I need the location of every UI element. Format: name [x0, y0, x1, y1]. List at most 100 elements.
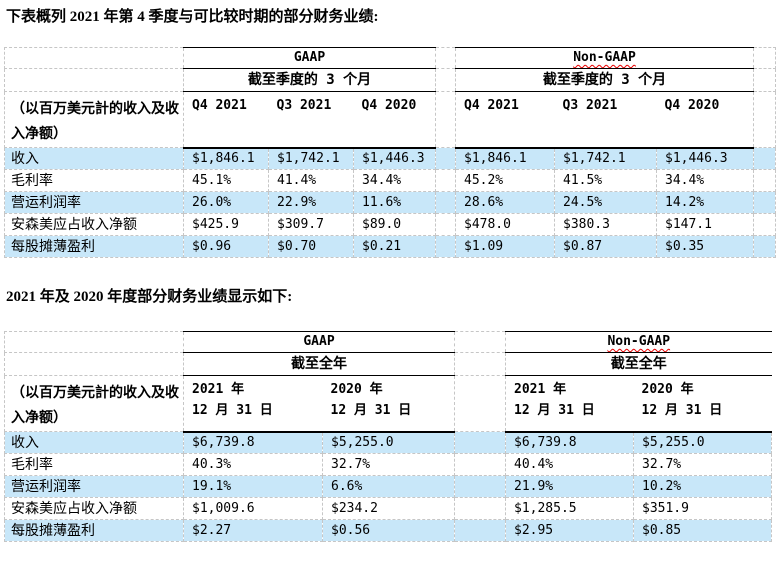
- spacer-cell: [753, 169, 776, 192]
- spacer-cell: [454, 453, 506, 476]
- column-header-nongaap-2021: 2021 年 12 月 31 日: [505, 375, 634, 433]
- table-row-revenue: 收入 $1,846.1 $1,742.1 $1,446.3 $1,846.1 $…: [4, 147, 776, 170]
- value-cell: $0.70: [268, 235, 354, 258]
- non-gaap-period-header: 截至全年: [505, 352, 772, 376]
- gaap-header: GAAP: [183, 331, 455, 353]
- value-cell: $1,742.1: [268, 147, 354, 170]
- value-cell: $6,739.8: [183, 431, 323, 454]
- value-cell: $309.7: [268, 213, 354, 236]
- column-header-gaap-2021: 2021 年 12 月 31 日: [183, 375, 323, 433]
- period-header-row: 截至全年 截至全年: [4, 352, 772, 376]
- column-header-gaap-q4-2020: Q4 2020: [353, 91, 436, 149]
- non-gaap-period-header: 截至季度的 3 个月: [455, 68, 754, 92]
- value-cell: $0.56: [322, 519, 455, 542]
- spacer-cell: [753, 235, 776, 258]
- value-cell: $0.85: [633, 519, 772, 542]
- non-gaap-header: Non-GAAP: [505, 331, 772, 353]
- value-cell: 28.6%: [455, 191, 555, 214]
- value-cell: 41.5%: [554, 169, 657, 192]
- gaap-period-header: 截至全年: [183, 352, 455, 376]
- non-gaap-label: Non-GAAP: [573, 50, 636, 65]
- table-row-operating-margin: 营运利润率 26.0% 22.9% 11.6% 28.6% 24.5% 14.2…: [4, 191, 776, 214]
- value-cell: 21.9%: [505, 475, 634, 498]
- table-row-net-income: 安森美应占收入净额 $1,009.6 $234.2 $1,285.5 $351.…: [4, 497, 772, 520]
- value-cell: $5,255.0: [633, 431, 772, 454]
- row-label: 安森美应占收入净额: [4, 213, 184, 236]
- column-header-row: （以百万美元計的收入及收入净额） 2021 年 12 月 31 日 2020 年…: [4, 375, 772, 433]
- value-cell: $1,846.1: [455, 147, 555, 170]
- value-cell: 45.2%: [455, 169, 555, 192]
- value-cell: $1,846.1: [183, 147, 269, 170]
- row-header-label: （以百万美元計的收入及收入净额）: [4, 375, 184, 432]
- spacer-cell: [454, 431, 506, 454]
- gaap-header: GAAP: [183, 47, 436, 69]
- value-cell: $89.0: [353, 213, 436, 236]
- table-row-net-income: 安森美应占收入净额 $425.9 $309.7 $89.0 $478.0 $38…: [4, 213, 776, 236]
- value-cell: 41.4%: [268, 169, 354, 192]
- row-label: 毛利率: [4, 453, 184, 476]
- value-cell: 34.4%: [656, 169, 754, 192]
- spacer-cell: [454, 519, 506, 542]
- table-row-revenue: 收入 $6,739.8 $5,255.0 $6,739.8 $5,255.0: [4, 431, 772, 454]
- row-label: 营运利润率: [4, 475, 184, 498]
- spacer-cell: [454, 331, 506, 353]
- column-header-gaap-q3-2021: Q3 2021: [268, 91, 354, 149]
- value-cell: 45.1%: [183, 169, 269, 192]
- period-header-row: 截至季度的 3 个月 截至季度的 3 个月: [4, 68, 776, 92]
- spacer-cell: [454, 497, 506, 520]
- empty-cell: [753, 68, 776, 92]
- spacer-cell: [454, 375, 506, 432]
- value-cell: $1,009.6: [183, 497, 323, 520]
- value-cell: 10.2%: [633, 475, 772, 498]
- value-cell: 40.3%: [183, 453, 323, 476]
- value-cell: 24.5%: [554, 191, 657, 214]
- table-row-diluted-eps: 每股摊薄盈利 $0.96 $0.70 $0.21 $1.09 $0.87 $0.…: [4, 235, 776, 258]
- annual-intro-text: 2021 年及 2020 年度部分财务业绩显示如下:: [6, 289, 293, 305]
- value-cell: $0.96: [183, 235, 269, 258]
- group-header-row: GAAP Non-GAAP: [4, 331, 772, 353]
- column-header-nongaap-q4-2021: Q4 2021: [455, 91, 555, 149]
- table-row-gross-margin: 毛利率 40.3% 32.7% 40.4% 32.7%: [4, 453, 772, 476]
- column-header-nongaap-2020: 2020 年 12 月 31 日: [633, 375, 772, 433]
- column-header-row: （以百万美元計的收入及收入净额） Q4 2021 Q3 2021 Q4 2020…: [4, 91, 776, 149]
- spacer-cell: [435, 68, 456, 92]
- non-gaap-header: Non-GAAP: [455, 47, 754, 69]
- value-cell: 6.6%: [322, 475, 455, 498]
- value-cell: $478.0: [455, 213, 555, 236]
- value-cell: $6,739.8: [505, 431, 634, 454]
- empty-cell: [4, 331, 184, 353]
- row-label: 每股摊薄盈利: [4, 235, 184, 258]
- spacer-cell: [454, 475, 506, 498]
- spacer-cell: [435, 235, 456, 258]
- gaap-period-header: 截至季度的 3 个月: [183, 68, 436, 92]
- value-cell: 26.0%: [183, 191, 269, 214]
- value-cell: $1,742.1: [554, 147, 657, 170]
- spacer-cell: [435, 169, 456, 192]
- row-label: 毛利率: [4, 169, 184, 192]
- row-label: 每股摊薄盈利: [4, 519, 184, 542]
- empty-cell: [4, 47, 184, 69]
- value-cell: $2.95: [505, 519, 634, 542]
- value-cell: $2.27: [183, 519, 323, 542]
- table-row-gross-margin: 毛利率 45.1% 41.4% 34.4% 45.2% 41.5% 34.4%: [4, 169, 776, 192]
- value-cell: $425.9: [183, 213, 269, 236]
- empty-cell: [4, 352, 184, 376]
- value-cell: $234.2: [322, 497, 455, 520]
- column-header-gaap-2020: 2020 年 12 月 31 日: [322, 375, 455, 433]
- value-cell: $5,255.0: [322, 431, 455, 454]
- value-cell: 40.4%: [505, 453, 634, 476]
- value-cell: 14.2%: [656, 191, 754, 214]
- column-header-nongaap-q4-2020: Q4 2020: [656, 91, 754, 149]
- spacer-cell: [753, 147, 776, 170]
- value-cell: $1,285.5: [505, 497, 634, 520]
- value-cell: $1.09: [455, 235, 555, 258]
- value-cell: $1,446.3: [656, 147, 754, 170]
- value-cell: $0.21: [353, 235, 436, 258]
- value-cell: $351.9: [633, 497, 772, 520]
- spacer-cell: [435, 47, 456, 69]
- table-row-diluted-eps: 每股摊薄盈利 $2.27 $0.56 $2.95 $0.85: [4, 519, 772, 542]
- quarterly-intro-text: 下表概列 2021 年第 4 季度与可比较时期的部分财务业绩:: [6, 9, 379, 25]
- empty-cell: [4, 68, 184, 92]
- value-cell: $147.1: [656, 213, 754, 236]
- value-cell: $0.35: [656, 235, 754, 258]
